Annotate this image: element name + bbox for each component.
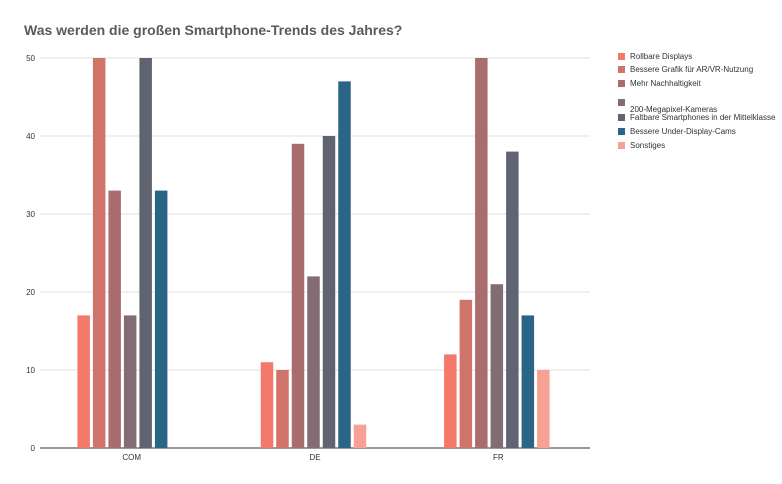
legend-label: Bessere Grafik für AR/VR-Nutzung xyxy=(630,65,753,74)
y-tick-label: 30 xyxy=(26,210,35,219)
bar-de-series-6 xyxy=(338,81,351,449)
legend-item: Rollbare Displays xyxy=(618,52,692,61)
legend: Rollbare Displays Bessere Grafik für AR/V… xyxy=(618,52,776,150)
bar-com-series-3 xyxy=(108,190,121,448)
chart-title: Was werden die großen Smartphone-Trends … xyxy=(24,22,403,38)
x-category-label: COM xyxy=(122,453,141,462)
bar-de-series-4 xyxy=(307,276,320,448)
bar-de-series-7 xyxy=(353,424,367,448)
bar-de-series-2 xyxy=(276,370,289,448)
x-category-label: FR xyxy=(493,453,504,462)
legend-swatch xyxy=(618,66,625,73)
bar-de-series-1 xyxy=(260,362,274,448)
bar-fr-series-6 xyxy=(521,315,535,448)
bar-com-series-6 xyxy=(154,190,168,448)
legend-item: Mehr Nachhaltigkeit xyxy=(618,79,701,88)
legend-label: 200-Megapixel-Kameras xyxy=(630,105,717,114)
legend-item: Sonstiges xyxy=(618,141,665,150)
legend-item: Bessere Grafik für AR/VR-Nutzung xyxy=(618,65,753,74)
bar-de-series-5 xyxy=(322,136,336,448)
y-tick-label: 20 xyxy=(26,288,35,297)
legend-swatch xyxy=(618,80,625,87)
legend-swatch xyxy=(618,128,625,135)
legend-swatch xyxy=(618,99,625,106)
bar-fr-series-3 xyxy=(475,58,488,448)
y-tick-label: 10 xyxy=(26,366,35,375)
legend-swatch xyxy=(618,53,625,60)
bars xyxy=(77,58,550,449)
y-axis-ticks: 0 10 20 30 40 50 xyxy=(26,54,35,453)
legend-swatch xyxy=(618,114,625,121)
x-category-label: DE xyxy=(309,453,320,462)
legend-item: Faltbare Smartphones in der Mittelklasse xyxy=(618,113,776,122)
y-tick-label: 40 xyxy=(26,132,35,141)
bar-fr-series-5 xyxy=(506,151,519,448)
x-axis-categories: COM DE FR xyxy=(122,453,504,462)
legend-label: Rollbare Displays xyxy=(630,52,692,61)
bar-com-series-5 xyxy=(139,58,152,448)
legend-label: Faltbare Smartphones in der Mittelklasse xyxy=(630,113,776,122)
bar-fr-series-1 xyxy=(444,354,457,448)
legend-swatch xyxy=(618,142,625,149)
legend-item: Bessere Under-Display-Cams xyxy=(618,127,736,136)
legend-item: 200-Megapixel-Kameras xyxy=(618,99,717,114)
legend-label: Sonstiges xyxy=(630,141,665,150)
bar-com-series-1 xyxy=(77,315,90,448)
bar-de-series-3 xyxy=(291,143,305,449)
bar-fr-series-7 xyxy=(537,370,550,448)
bar-com-series-2 xyxy=(92,58,106,448)
bar-com-series-4 xyxy=(123,315,137,448)
y-tick-label: 0 xyxy=(31,444,36,453)
bar-fr-series-4 xyxy=(490,284,504,448)
y-tick-label: 50 xyxy=(26,54,35,63)
legend-label: Mehr Nachhaltigkeit xyxy=(630,79,701,88)
legend-label: Bessere Under-Display-Cams xyxy=(630,127,736,136)
bar-fr-series-2 xyxy=(459,299,473,448)
